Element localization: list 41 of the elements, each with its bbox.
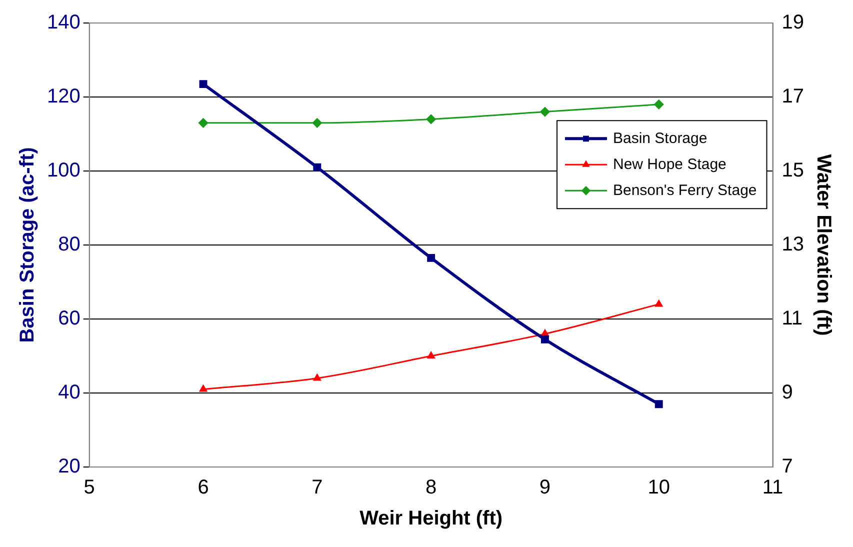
point <box>655 300 663 307</box>
point <box>540 107 550 117</box>
x-tick-label: 11 <box>762 476 784 499</box>
point <box>540 335 549 344</box>
point <box>199 385 208 392</box>
x-tick-label: 6 <box>198 476 209 499</box>
point <box>427 254 436 262</box>
point <box>313 163 322 172</box>
y-tick-label: 100 <box>46 160 80 182</box>
y2-tick-label: 11 <box>782 308 803 330</box>
point <box>198 118 208 128</box>
y2-tick-label: 13 <box>782 234 804 256</box>
y2-axis-title: Water Elevation (ft) <box>812 154 834 336</box>
point <box>654 400 663 408</box>
x-axis-title: Weir Height (ft) <box>360 508 503 530</box>
y2-tick-label: 9 <box>782 382 793 404</box>
point <box>313 374 321 381</box>
legend-label: New Hope Stage <box>612 156 726 173</box>
legend-label: Basin Storage <box>612 130 708 147</box>
y-axis-title: Basin Storage (ac-ft) <box>16 147 39 343</box>
point <box>427 352 435 358</box>
point <box>426 114 436 124</box>
y-tick-label: 40 <box>58 382 80 404</box>
point <box>654 100 664 110</box>
x-tick-label: 5 <box>84 476 95 499</box>
x-tick-label: 10 <box>648 476 670 499</box>
y-tick-label: 20 <box>58 456 80 478</box>
point <box>199 80 208 88</box>
legend-label: Benson's Ferry Stage <box>612 182 757 199</box>
y2-tick-label: 17 <box>782 86 804 108</box>
y2-tick-label: 15 <box>782 160 804 182</box>
y-tick-label: 60 <box>58 308 80 330</box>
y-tick-label: 80 <box>58 234 80 256</box>
x-tick-label: 7 <box>312 476 323 499</box>
point <box>312 118 322 128</box>
y2-tick-label: 19 <box>782 12 804 34</box>
y-tick-label: 140 <box>46 12 80 34</box>
y2-tick-label: 7 <box>782 456 793 478</box>
x-tick-label: 9 <box>539 476 551 499</box>
y-tick-label: 120 <box>46 86 80 108</box>
x-tick-label: 8 <box>426 476 437 499</box>
